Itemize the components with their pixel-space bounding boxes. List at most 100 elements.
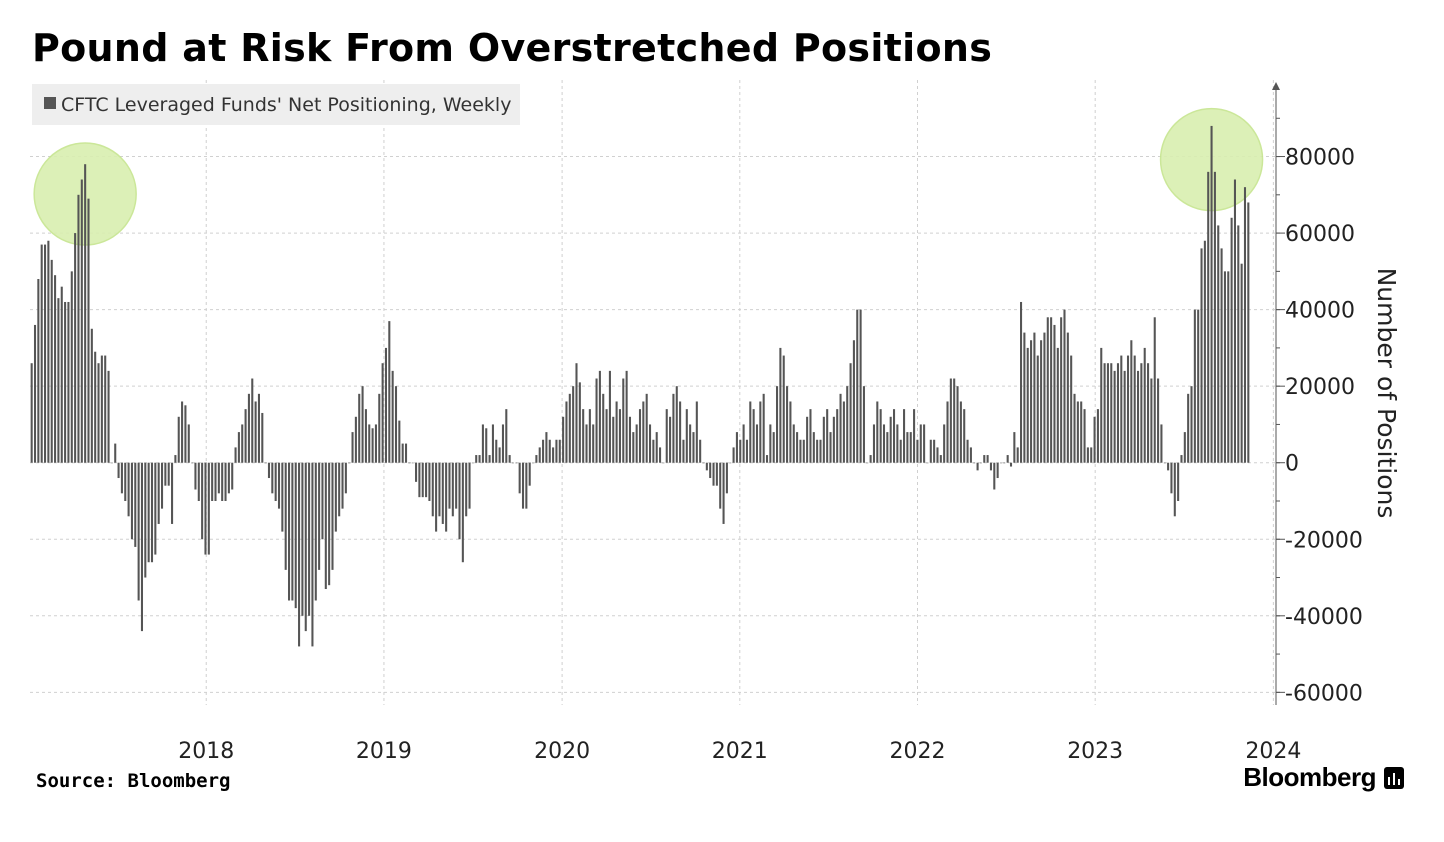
bar xyxy=(689,424,692,463)
bar xyxy=(311,462,314,647)
bar xyxy=(301,462,304,616)
bar xyxy=(558,439,561,463)
brand-logo: Bloomberg xyxy=(1243,762,1404,793)
bar xyxy=(1230,217,1233,463)
bar xyxy=(1120,355,1123,463)
bar xyxy=(538,447,541,463)
bar xyxy=(779,347,782,463)
bar xyxy=(214,462,217,501)
bar xyxy=(659,447,662,463)
legend: CFTC Leveraged Funds' Net Positioning, W… xyxy=(32,84,520,125)
bar xyxy=(47,240,50,463)
bar xyxy=(782,355,785,463)
bar xyxy=(675,386,678,463)
bar xyxy=(445,462,448,532)
bar xyxy=(37,279,40,463)
bar xyxy=(906,432,909,463)
bar xyxy=(304,462,307,632)
bar xyxy=(455,462,458,509)
bar xyxy=(1147,363,1150,463)
bar xyxy=(1050,317,1053,463)
x-tick-label: 2022 xyxy=(889,739,945,764)
bar xyxy=(802,439,805,463)
bar xyxy=(130,462,133,540)
bar xyxy=(211,462,214,501)
bar xyxy=(796,432,799,463)
bar xyxy=(348,462,351,464)
bar xyxy=(511,462,515,464)
bar xyxy=(291,462,294,601)
bar xyxy=(572,386,575,463)
bar xyxy=(421,462,424,498)
bar xyxy=(996,462,999,479)
bar xyxy=(461,462,464,563)
bar xyxy=(916,439,919,463)
bar xyxy=(685,409,688,463)
bar xyxy=(976,462,979,471)
bar xyxy=(1053,324,1056,463)
bar xyxy=(308,462,311,616)
bar xyxy=(535,455,538,463)
bar xyxy=(341,462,344,509)
x-ticks: 2018 2019 2020 2021 2022 2023 2024 xyxy=(178,739,1301,764)
bar xyxy=(652,439,655,463)
legend-swatch xyxy=(44,97,56,109)
bar xyxy=(628,416,632,463)
bar xyxy=(1020,301,1023,463)
bar xyxy=(60,286,63,463)
bar xyxy=(451,462,454,517)
bar xyxy=(87,198,90,463)
bar xyxy=(264,462,267,464)
bar xyxy=(582,409,585,463)
bar xyxy=(1223,271,1226,463)
y-minor-ticks xyxy=(1276,117,1280,693)
x-tick-label: 2023 xyxy=(1067,739,1123,764)
bar xyxy=(271,462,274,494)
bar xyxy=(140,462,144,632)
bar xyxy=(679,401,682,463)
bar xyxy=(254,401,257,463)
bar xyxy=(548,439,551,463)
bar xyxy=(1170,462,1173,494)
bar xyxy=(435,462,438,532)
bar xyxy=(839,393,842,463)
bar xyxy=(481,424,484,463)
bar xyxy=(488,455,491,463)
bar xyxy=(896,424,899,463)
bar xyxy=(1086,447,1089,463)
bar xyxy=(1056,347,1059,463)
bar xyxy=(221,462,224,501)
bar xyxy=(147,462,150,563)
bar xyxy=(1183,432,1186,463)
bar xyxy=(1036,355,1039,463)
bar xyxy=(832,416,835,463)
bar xyxy=(505,409,508,463)
bar xyxy=(1063,309,1066,463)
bar xyxy=(157,462,160,524)
bar xyxy=(204,462,207,555)
bar xyxy=(344,462,347,494)
bar xyxy=(755,424,759,463)
bar xyxy=(404,443,408,463)
bar xyxy=(318,462,321,570)
bar xyxy=(50,259,53,463)
bar xyxy=(124,462,127,501)
bar xyxy=(1173,462,1176,517)
bar xyxy=(528,462,531,486)
bar xyxy=(84,164,87,463)
bar xyxy=(909,432,912,463)
bar xyxy=(725,462,728,494)
bar xyxy=(381,363,384,463)
bar xyxy=(261,412,264,463)
bar xyxy=(655,432,658,463)
bar xyxy=(237,432,240,463)
bar xyxy=(598,370,601,463)
bar xyxy=(588,409,591,463)
bar xyxy=(54,275,57,463)
bar xyxy=(819,439,822,463)
bar xyxy=(869,455,872,463)
bar xyxy=(735,432,738,463)
bar xyxy=(682,439,685,463)
bar xyxy=(33,324,37,463)
bar xyxy=(288,462,291,601)
